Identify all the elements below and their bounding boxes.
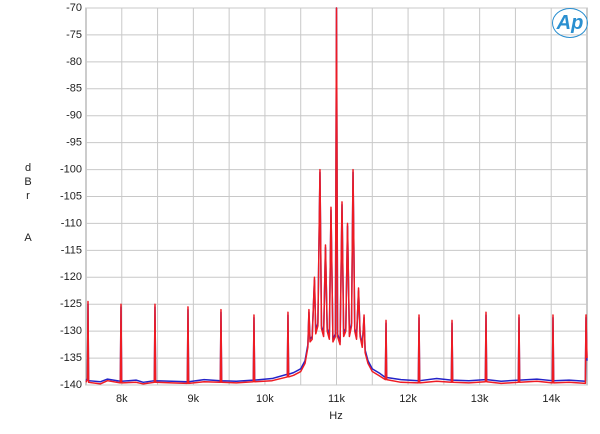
y-tick-label: -75 bbox=[66, 29, 82, 41]
y-tick-label: -80 bbox=[66, 56, 82, 68]
x-tick-label: 12k bbox=[399, 393, 417, 405]
x-tick-label: 9k bbox=[188, 393, 200, 405]
logo: Ap bbox=[552, 8, 588, 38]
x-tick-label: 10k bbox=[256, 393, 274, 405]
y-tick-label: -90 bbox=[66, 110, 82, 122]
x-tick-label: 11k bbox=[328, 393, 345, 405]
y-tick-label: -100 bbox=[60, 163, 82, 175]
y-axis-label: dBr A bbox=[22, 162, 34, 246]
y-tick-label: -105 bbox=[60, 190, 82, 202]
x-tick-label: 14k bbox=[542, 393, 560, 405]
y-tick-label: -85 bbox=[66, 83, 82, 95]
x-axis-label: Hz bbox=[329, 410, 342, 422]
x-tick-label: 8k bbox=[116, 393, 128, 405]
y-tick-label: -115 bbox=[61, 244, 82, 256]
y-tick-label: -135 bbox=[60, 352, 82, 364]
y-tick-label: -70 bbox=[66, 2, 82, 14]
y-tick-label: -130 bbox=[60, 325, 82, 337]
series-lines bbox=[85, 7, 588, 385]
y-tick-label: -125 bbox=[60, 298, 82, 310]
y-tick-label: -110 bbox=[61, 217, 82, 229]
tick-labels: -70 -75 -80 -85 -90 -95 -100 -105 -110 -115 -120 -1… bbox=[60, 2, 561, 405]
y-tick-label: -120 bbox=[60, 271, 82, 283]
series-line bbox=[85, 7, 588, 385]
y-tick-label: -95 bbox=[66, 137, 82, 149]
x-tick-label: 13k bbox=[471, 393, 489, 405]
y-tick-label: -140 bbox=[60, 379, 82, 391]
